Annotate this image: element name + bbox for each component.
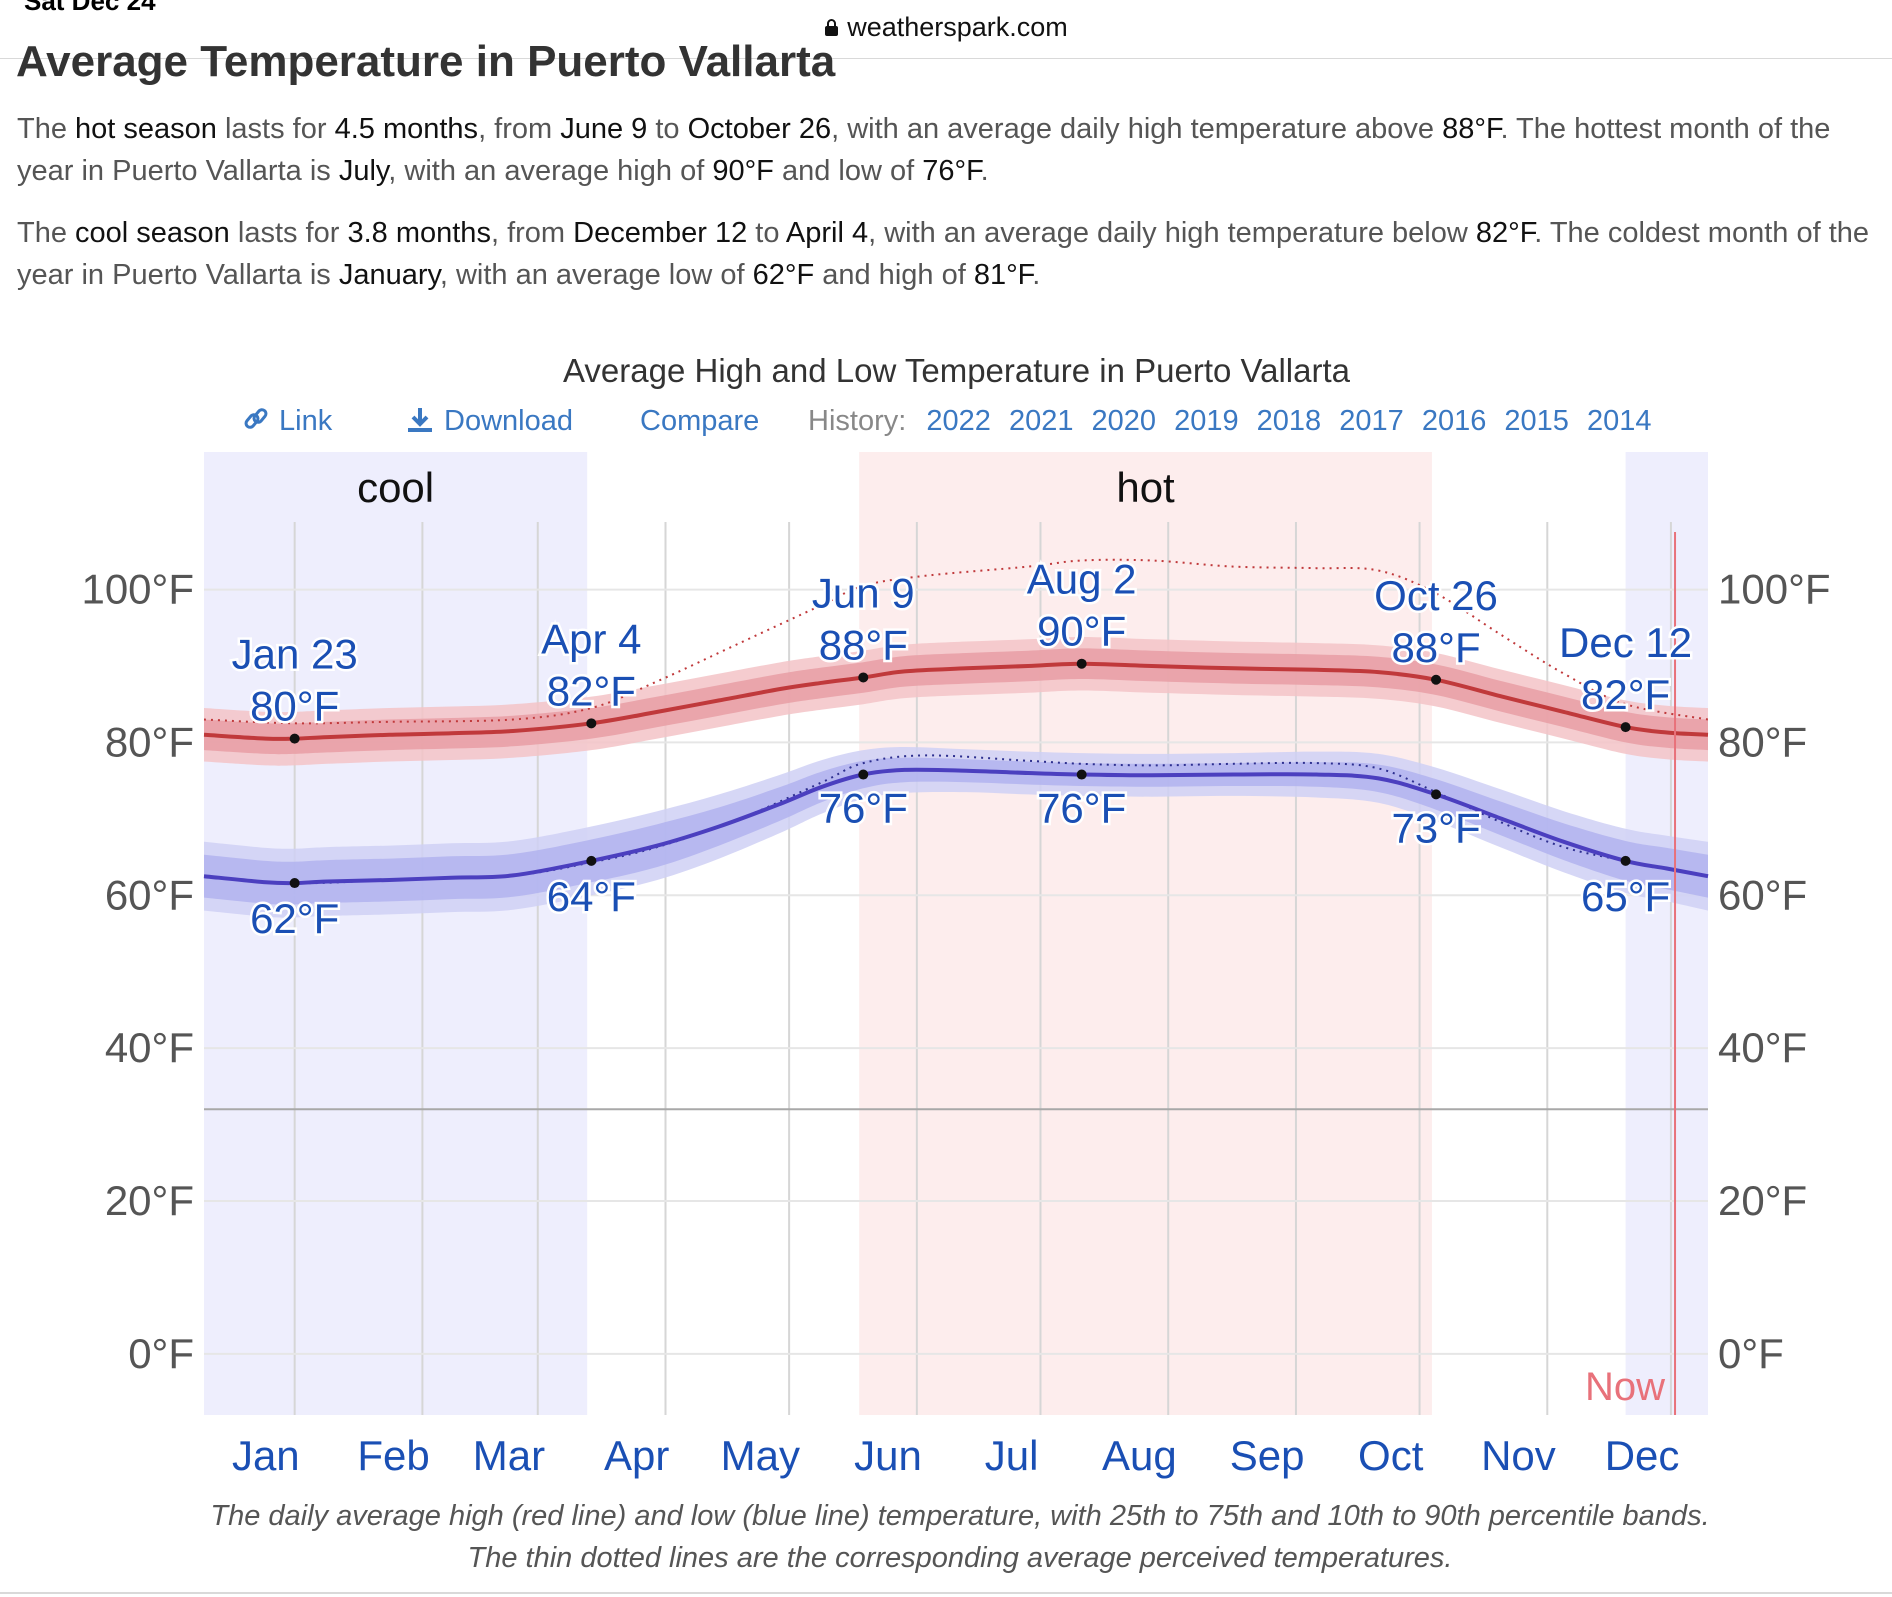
download-button[interactable]: Download: [406, 405, 573, 438]
annotation-low-temp: 62°F: [250, 895, 339, 942]
annotation-high-temp: 80°F: [250, 683, 339, 730]
low-band-25-75: [204, 757, 1708, 905]
download-icon: [408, 408, 432, 432]
link-button[interactable]: Link: [243, 405, 332, 438]
annotation-date: Oct 26: [1374, 572, 1498, 619]
data-point: [1620, 855, 1631, 866]
annotation-date: Dec 12: [1559, 619, 1692, 666]
data-point: [1431, 674, 1442, 685]
now-label: Now: [1585, 1365, 1665, 1409]
month-label: Mar: [473, 1432, 545, 1479]
history-year-link[interactable]: 2021: [1008, 405, 1074, 437]
data-point: [289, 878, 300, 889]
month-label: Apr: [604, 1432, 669, 1479]
cool-season-label: cool: [357, 464, 434, 511]
annotation-low-temp: 65°F: [1581, 873, 1670, 920]
annotation-high-temp: 82°F: [1581, 671, 1670, 718]
link-icon: [244, 408, 268, 429]
high-temperature-line: [203, 661, 1709, 741]
y-tick-label-left: 60°F: [105, 871, 194, 918]
y-tick-label-right: 100°F: [1718, 566, 1831, 613]
data-point: [858, 672, 869, 683]
data-point: [289, 733, 300, 744]
data-point: [1076, 658, 1087, 669]
history-year-link[interactable]: 2017: [1339, 405, 1404, 437]
hot-season-band: [859, 452, 1432, 1415]
chart-title: Average High and Low Temperature in Puer…: [563, 352, 1350, 389]
history-year-link[interactable]: 2018: [1256, 405, 1322, 437]
data-point: [1620, 722, 1631, 733]
divider: [0, 1592, 1892, 1594]
y-tick-label-right: 40°F: [1718, 1024, 1807, 1071]
month-label: Oct: [1358, 1432, 1424, 1479]
annotation-high-temp: 88°F: [1391, 624, 1480, 671]
data-point: [586, 855, 597, 866]
annotation-low-temp: 76°F: [1037, 785, 1126, 832]
section-heading: Average Temperature in Puerto Vallarta: [16, 37, 836, 86]
y-tick-label-right: 60°F: [1718, 871, 1807, 918]
annotation-high-temp: 82°F: [547, 667, 636, 714]
annotation-date: Jan 23: [232, 631, 358, 678]
history-nav: History: 2022 2021 2020 2019 2018 2017 2…: [808, 405, 1652, 438]
hot-season-label: hot: [1116, 464, 1175, 511]
link-label: Link: [279, 405, 333, 437]
compare-button[interactable]: Compare: [640, 405, 760, 437]
caption-line-2: The thin dotted lines are the correspond…: [467, 1542, 1453, 1574]
annotation-date: Apr 4: [541, 615, 641, 662]
y-tick-label-right: 0°F: [1718, 1330, 1784, 1377]
high-perceived-line: [203, 558, 1709, 725]
url-display[interactable]: weatherspark.com: [0, 12, 1892, 44]
month-label: Feb: [357, 1432, 429, 1479]
high-band-25-75: [204, 648, 1708, 755]
y-tick-label-left: 20°F: [105, 1177, 194, 1224]
month-label: Nov: [1481, 1432, 1556, 1479]
annotation-low-temp: 64°F: [547, 873, 636, 920]
y-tick-label-left: 80°F: [105, 718, 194, 765]
month-label: Sep: [1230, 1432, 1305, 1479]
y-tick-label-left: 100°F: [81, 566, 194, 613]
history-year-link[interactable]: 2015: [1504, 405, 1569, 437]
cool-season-paragraph: The cool season lasts for 3.8 months, fr…: [17, 217, 1870, 291]
month-label: Jul: [985, 1432, 1039, 1479]
history-year-link[interactable]: 2020: [1091, 405, 1157, 437]
y-tick-label-right: 80°F: [1718, 718, 1807, 765]
y-tick-label-left: 0°F: [128, 1330, 194, 1377]
hot-season-paragraph: The hot season lasts for 4.5 months, fro…: [17, 113, 1831, 187]
cool-season-band: [1625, 452, 1708, 1415]
url-text: weatherspark.com: [847, 12, 1068, 42]
annotation-low-temp: 76°F: [819, 785, 908, 832]
browser-address-bar[interactable]: Sat Dec 24 weatherspark.com: [0, 0, 1892, 59]
caption-line-1: The daily average high (red line) and lo…: [210, 1500, 1710, 1532]
history-year-link[interactable]: 2022: [926, 405, 991, 437]
data-point: [586, 718, 597, 729]
data-point: [1431, 789, 1442, 800]
history-year-link[interactable]: 2016: [1421, 405, 1487, 437]
y-tick-label-left: 40°F: [105, 1024, 194, 1071]
month-label: Dec: [1605, 1432, 1680, 1479]
status-time: Sat Dec 24: [24, 0, 156, 16]
temperature-chart: cool hot 0°F 0°F 20°F 20°F 40°F 40°F 60°F 60°F 80°…: [81, 452, 1831, 1479]
low-temperature-line: [203, 767, 1709, 886]
chart-caption: The daily average high (red line) and lo…: [0, 1495, 1892, 1579]
data-point: [1076, 769, 1087, 780]
annotation-date: Jun 9: [812, 569, 915, 616]
cool-season-band: [204, 452, 588, 1415]
download-label: Download: [444, 405, 573, 437]
annotation-high-temp: 90°F: [1037, 608, 1126, 655]
month-label: May: [721, 1432, 800, 1479]
annotation-high-temp: 88°F: [819, 621, 908, 668]
annotation-date: Aug 2: [1027, 556, 1137, 603]
lock-icon: [824, 13, 839, 44]
history-label: History:: [808, 405, 907, 437]
month-label: Aug: [1102, 1432, 1177, 1479]
month-label: Jan: [232, 1432, 300, 1479]
history-year-link[interactable]: 2014: [1586, 405, 1652, 437]
history-year-link[interactable]: 2019: [1174, 405, 1239, 437]
data-point: [858, 769, 869, 780]
annotation-low-temp: 73°F: [1391, 804, 1480, 851]
y-tick-label-right: 20°F: [1718, 1177, 1807, 1224]
month-label: Jun: [854, 1432, 922, 1479]
